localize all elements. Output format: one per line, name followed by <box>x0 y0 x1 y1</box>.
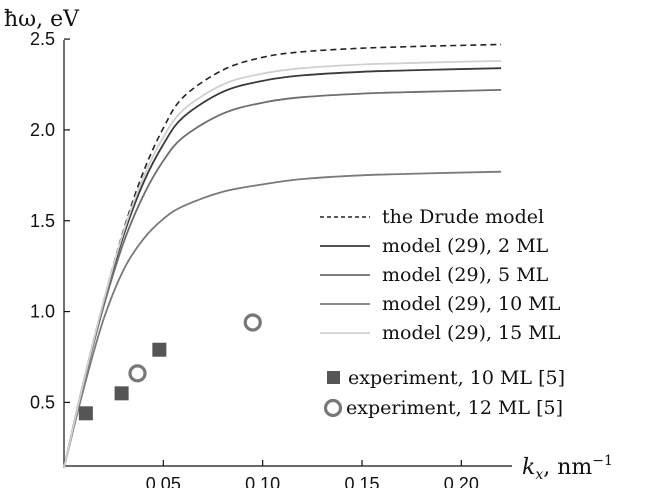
series-line-3 <box>63 170 502 469</box>
experiment-square-point <box>78 406 93 421</box>
legend-label: experiment, 10 ML [5] <box>348 367 565 389</box>
y-axis-title: ħω, eV <box>4 7 80 32</box>
x-axis-title-sub: x <box>535 467 543 483</box>
experiment-circle-point <box>128 364 147 383</box>
x-axis-title: kx, nm−1 <box>522 453 613 483</box>
legend-circle-marker <box>323 398 343 418</box>
y-ticks: 0.5 1.0 1.5 2.0 2.5 <box>30 29 70 412</box>
series-layer <box>63 43 502 469</box>
x-tick-label: 0.15 <box>344 474 379 488</box>
axes <box>63 40 512 467</box>
x-axis-title-rest: , nm <box>543 455 592 480</box>
y-tick-label: 1.0 <box>30 302 55 322</box>
y-tick-label: 2.5 <box>30 29 55 49</box>
x-tick-label: 0.10 <box>245 474 280 488</box>
legend-square-marker <box>327 371 340 384</box>
experiment-square-point <box>152 342 167 357</box>
legend-label: model (29), 10 ML <box>382 293 561 315</box>
x-axis-title-sup: −1 <box>592 453 613 469</box>
series-line-2 <box>63 89 502 469</box>
legend-label: model (29), 5 ML <box>382 264 549 286</box>
y-tick-label: 1.5 <box>30 211 55 231</box>
x-tick-label: 0.20 <box>444 474 479 488</box>
marker-layer <box>78 313 262 421</box>
legend-label: the Drude model <box>382 206 544 228</box>
x-tick-label: 0.05 <box>146 474 181 488</box>
experiment-circle-point <box>243 313 262 332</box>
legend: the Drude model model (29), 2 ML model (29… <box>320 206 565 419</box>
legend-label: model (29), 15 ML <box>382 322 561 344</box>
x-axis-title-main: k <box>522 455 535 480</box>
y-tick-label: 0.5 <box>30 392 55 412</box>
experiment-square-point <box>114 386 129 401</box>
x-ticks: 0.05 0.10 0.15 0.20 <box>146 460 479 488</box>
series-line-4 <box>63 60 502 468</box>
legend-label: model (29), 2 ML <box>382 235 549 257</box>
legend-label: experiment, 12 ML [5] <box>346 397 563 419</box>
y-tick-label: 2.0 <box>30 120 55 140</box>
